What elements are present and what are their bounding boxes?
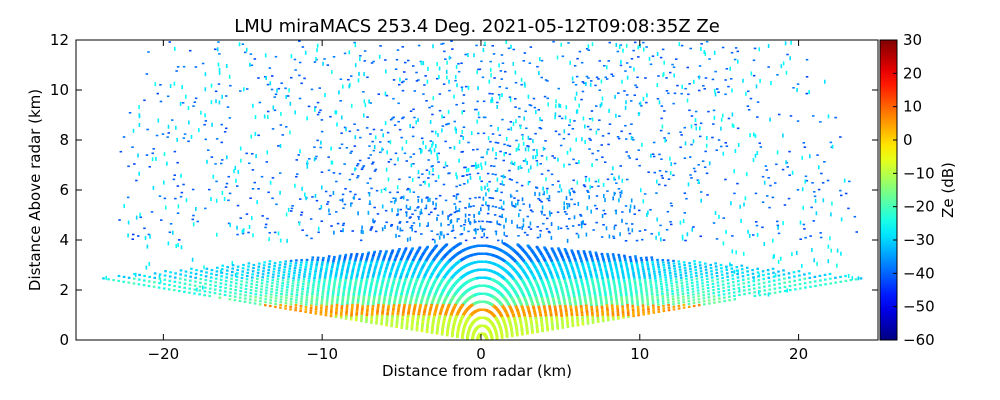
x-tick-label: −20 <box>148 345 180 363</box>
y-axis: 0 2 4 6 8 10 12 <box>50 31 878 349</box>
colorbar-tick-label: −30 <box>903 231 935 249</box>
clear-air-echo-layer <box>105 40 860 297</box>
colorbar-label: Ze (dB) <box>939 162 957 218</box>
y-tick-label: 10 <box>50 81 69 99</box>
colorbar-tick-label: −10 <box>903 164 935 182</box>
x-tick-label: −10 <box>306 345 338 363</box>
y-tick-label: 2 <box>59 281 69 299</box>
x-axis-label: Distance from radar (km) <box>382 362 572 380</box>
x-tick-label: 20 <box>789 345 808 363</box>
colorbar: 30 20 10 0 −10 −20 −30 −40 −50 −60 <box>879 31 935 349</box>
colorbar-tick-label: 10 <box>903 98 922 116</box>
colorbar-gradient <box>879 39 898 341</box>
chart-title: LMU miraMACS 253.4 Deg. 2021-05-12T09:08… <box>234 16 720 37</box>
plot-area <box>75 39 879 341</box>
y-tick-label: 0 <box>59 331 69 349</box>
y-axis-label: Distance Above radar (km) <box>26 89 44 291</box>
colorbar-tick-label: −60 <box>903 331 935 349</box>
y-tick-label: 12 <box>50 31 69 49</box>
colorbar-tick-label: −20 <box>903 198 935 216</box>
colorbar-tick-label: −50 <box>903 298 935 316</box>
colorbar-tick-label: −40 <box>903 264 935 282</box>
y-tick-label: 6 <box>59 181 69 199</box>
colorbar-tick-label: 0 <box>903 131 913 149</box>
x-tick-label: 0 <box>476 345 486 363</box>
x-tick-label: 10 <box>630 345 649 363</box>
y-tick-label: 4 <box>59 231 69 249</box>
colorbar-tick-label: 30 <box>903 31 922 49</box>
y-tick-label: 8 <box>59 131 69 149</box>
cloud-echo-layer <box>102 242 863 340</box>
colorbar-tick-label: 20 <box>903 64 922 82</box>
x-axis: −20 −10 0 10 20 <box>148 40 808 363</box>
